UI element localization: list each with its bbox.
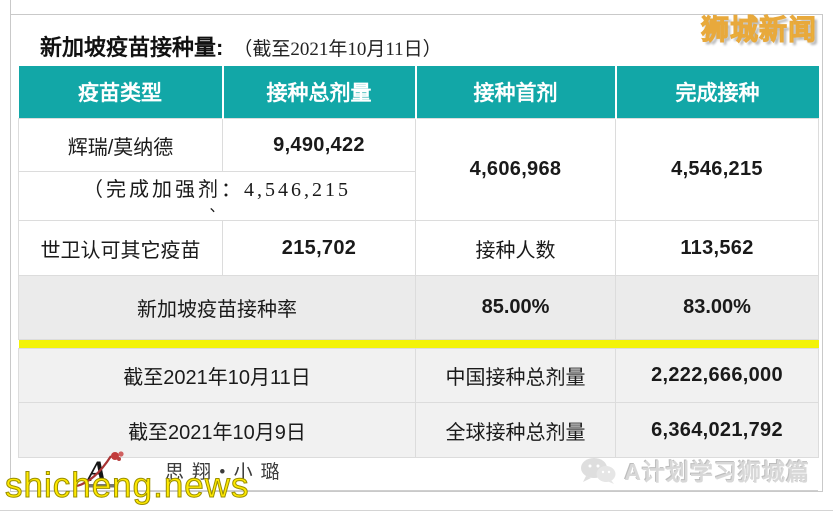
title-date: （截至2021年10月11日） [233, 39, 442, 60]
vaccination-table: 疫苗类型 接种总剂量 接种首剂 完成接种 辉瑞/莫纳德 9,490,422 4,… [18, 66, 819, 458]
cell-global-label: 全球接种总剂量 [415, 402, 616, 458]
url-watermark: shicheng.news [5, 466, 250, 506]
cell-who-total: 215,702 [222, 220, 416, 276]
cell-first-dose-rate: 85.00% [415, 275, 616, 340]
row-pfizer-moderna: 辉瑞/莫纳德 9,490,422 4,606,968 4,546,215 [18, 118, 819, 221]
header-vaccine-type: 疫苗类型 [18, 66, 224, 119]
header-total-doses: 接种总剂量 [222, 66, 417, 119]
header-first-dose: 接种首剂 [415, 66, 617, 119]
site-logo-shichengnews: 狮城新闻 [700, 14, 817, 46]
wechat-icon [581, 457, 616, 484]
cell-rate-label: 新加坡疫苗接种率 [18, 275, 416, 340]
booster-note-wrapped-char: 、 [209, 199, 225, 215]
frame-top-stub [10, 0, 11, 14]
cell-global-asof: 截至2021年10月9日 [18, 402, 416, 458]
yellow-separator-band [18, 339, 819, 349]
table-header-row: 疫苗类型 接种总剂量 接种首剂 完成接种 [18, 66, 819, 119]
cell-global-value: 6,364,021,792 [615, 402, 819, 458]
booster-note-text: （完成加强剂：4,546,215 [83, 179, 351, 201]
cell-pfizer-first-dose: 4,606,968 [415, 118, 616, 221]
yellow-band-cell [18, 339, 819, 349]
row-china-total: 截至2021年10月11日 中国接种总剂量 2,222,666,000 [18, 348, 819, 403]
title-text: 新加坡疫苗接种量: [40, 35, 224, 60]
channel-name: A计划学习狮城篇 [624, 459, 810, 485]
cell-who-label: 世卫认可其它疫苗 [18, 220, 223, 276]
cell-who-completed: 113,562 [615, 220, 819, 276]
row-vaccination-rate: 新加坡疫苗接种率 85.00% 83.00% [18, 275, 819, 340]
row-global-total: 截至2021年10月9日 全球接种总剂量 6,364,021,792 [18, 402, 819, 458]
footer-strip: A 思翔•小璐 A计划学习狮城篇 [18, 450, 818, 491]
cell-china-asof: 截至2021年10月11日 [18, 348, 416, 403]
studio-a-logo-icon: A [76, 451, 124, 488]
cell-china-value: 2,222,666,000 [615, 348, 819, 403]
cell-china-label: 中国接种总剂量 [415, 348, 616, 403]
header-completed: 完成接种 [615, 66, 819, 119]
cell-booster-note: （完成加强剂：4,546,215 、 [18, 171, 416, 221]
bottom-divider [0, 510, 833, 511]
cell-pfizer-label: 辉瑞/莫纳德 [18, 118, 223, 172]
infographic-frame [10, 14, 823, 492]
cell-pfizer-total: 9,490,422 [222, 118, 416, 172]
cell-who-mid-label: 接种人数 [415, 220, 616, 276]
cell-pfizer-completed: 4,546,215 [615, 118, 819, 221]
row-who-other-vaccines: 世卫认可其它疫苗 215,702 接种人数 113,562 [18, 220, 819, 276]
cell-completed-rate: 83.00% [615, 275, 819, 340]
page-title: 新加坡疫苗接种量: （截至2021年10月11日） [40, 30, 442, 62]
channel-watermark: A计划学习狮城篇 [580, 453, 810, 487]
studio-name: 思翔•小璐 [165, 461, 288, 483]
